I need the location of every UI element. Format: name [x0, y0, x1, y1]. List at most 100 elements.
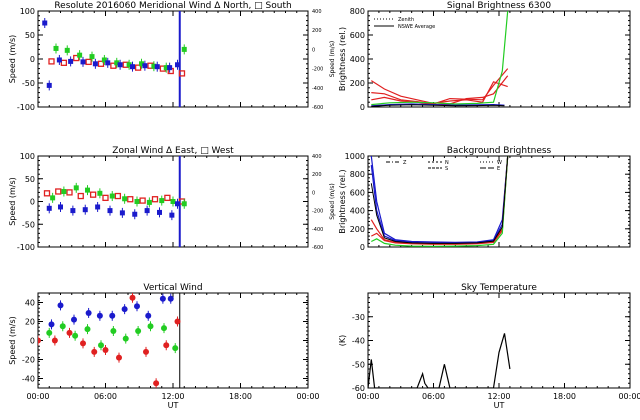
- y-tick-label: 0: [30, 55, 35, 64]
- y-tick-label: 400: [350, 207, 365, 216]
- y-tick-label: 0: [30, 198, 35, 207]
- series-line-green: [371, 11, 509, 106]
- data-point: [43, 190, 51, 197]
- y-tick-label: 0: [360, 243, 365, 252]
- data-point: [60, 59, 68, 66]
- x-tick-label: 06:00: [422, 392, 445, 401]
- y-tick-label: 40: [25, 299, 35, 308]
- series-line-red2: [371, 156, 509, 245]
- y-tick-label: 0: [30, 337, 35, 346]
- y-tick-label: -60: [352, 384, 365, 393]
- zonal-plot-area: [43, 156, 187, 247]
- vertical-frame: [37, 292, 309, 389]
- y-tick-label: 1000: [345, 152, 365, 161]
- data-point: [102, 194, 109, 202]
- series-line-green: [371, 156, 509, 247]
- y-tick-label: 600: [350, 188, 365, 197]
- zonal-ylabel-right: Speed (m/s): [329, 183, 336, 219]
- legend-label: NSWE Average: [398, 24, 435, 30]
- y-tick-label: 50: [25, 31, 35, 40]
- series-line-black: [370, 156, 509, 244]
- y-tick-label: -100: [17, 103, 35, 112]
- x-tick-label: 18:00: [553, 392, 576, 401]
- series-line-blue2: [370, 156, 509, 244]
- series-line-blue1: [370, 156, 509, 244]
- y-tick-label: -40: [22, 375, 35, 384]
- legend-label: N: [445, 160, 449, 166]
- y-right-tick-label: 0: [312, 190, 315, 196]
- data-point: [110, 62, 117, 69]
- sky-title: Sky Temperature: [461, 283, 537, 293]
- data-point: [127, 196, 134, 203]
- y-tick-label: 50: [25, 175, 35, 184]
- meridional-ylabel-right: Speed (m/s): [329, 41, 336, 77]
- y-right-tick-label: -200: [312, 67, 323, 73]
- y-tick-label: 400: [350, 55, 365, 64]
- meridional-title: Resolute 2016060 Meridional Wind Δ North…: [54, 1, 291, 11]
- y-tick-label: -100: [17, 243, 35, 252]
- data-point: [151, 196, 159, 203]
- data-point: [164, 194, 171, 202]
- series-line-blue: [371, 103, 505, 107]
- y-tick-label: -50: [22, 79, 35, 88]
- data-point: [89, 191, 97, 198]
- series-line-red2: [371, 68, 509, 105]
- data-point: [178, 70, 186, 77]
- y-tick-label: 0: [360, 103, 365, 112]
- y-tick-label: -50: [352, 360, 365, 369]
- y-right-tick-label: -400: [312, 227, 323, 233]
- y-right-tick-label: 200: [312, 28, 322, 34]
- x-tick-label: 00:00: [618, 392, 640, 401]
- vertical-panel: [37, 292, 309, 389]
- background-plot-area: [370, 156, 509, 247]
- x-tick-label: 00:00: [26, 392, 49, 401]
- signal-plot-area: [370, 11, 509, 107]
- y-tick-label: 100: [20, 152, 35, 161]
- y-tick-label: 100: [20, 7, 35, 16]
- zonal-ylabel: Speed (m/s): [8, 177, 17, 226]
- y-right-tick-label: -600: [312, 105, 323, 111]
- x-tick-label: 06:00: [94, 392, 117, 401]
- series-line-red3: [371, 75, 509, 106]
- series-line-black: [371, 104, 505, 107]
- data-point: [48, 58, 55, 65]
- x-tick-label: 00:00: [296, 392, 319, 401]
- background-title: Background Brightness: [447, 146, 552, 156]
- data-point: [114, 192, 122, 200]
- signal-ylabel: Brightness (rel.): [338, 27, 347, 91]
- y-right-tick-label: 0: [312, 47, 315, 53]
- sky-panel: [367, 292, 631, 389]
- data-point: [73, 54, 80, 62]
- data-point: [134, 64, 142, 71]
- y-right-tick-label: 400: [312, 154, 322, 160]
- x-tick-label: 00:00: [356, 392, 379, 401]
- y-tick-label: -20: [22, 356, 35, 365]
- legend-label: W: [497, 160, 502, 166]
- sky-ylabel: (K): [338, 335, 347, 347]
- background-ylabel: Brightness (rel.): [338, 169, 347, 233]
- zonal-title: Zonal Wind Δ East, □ West: [112, 146, 234, 156]
- meridional-ylabel: Speed (m/s): [8, 35, 17, 84]
- sky-plot-area: [368, 333, 511, 388]
- zonal-panel: [37, 155, 309, 248]
- y-tick-label: 800: [350, 170, 365, 179]
- y-right-tick-label: -400: [312, 86, 323, 92]
- data-point: [77, 192, 84, 200]
- x-tick-label: 12:00: [161, 392, 184, 401]
- data-point: [38, 337, 41, 344]
- y-right-tick-label: 200: [312, 172, 322, 178]
- y-tick-label: 200: [350, 79, 365, 88]
- sky-frame: [367, 292, 631, 389]
- y-tick-label: -50: [22, 220, 35, 229]
- x-tick-label: 18:00: [229, 392, 252, 401]
- data-point: [66, 189, 73, 196]
- y-tick-label: -40: [352, 337, 365, 346]
- series-line-red1: [370, 156, 509, 245]
- y-tick-label: 800: [350, 7, 365, 16]
- data-point: [97, 60, 105, 67]
- vertical-title: Vertical Wind: [143, 283, 202, 293]
- meridional-panel: [37, 10, 309, 108]
- y-tick-label: 200: [350, 225, 365, 234]
- sky-xlabel: UT: [494, 401, 505, 410]
